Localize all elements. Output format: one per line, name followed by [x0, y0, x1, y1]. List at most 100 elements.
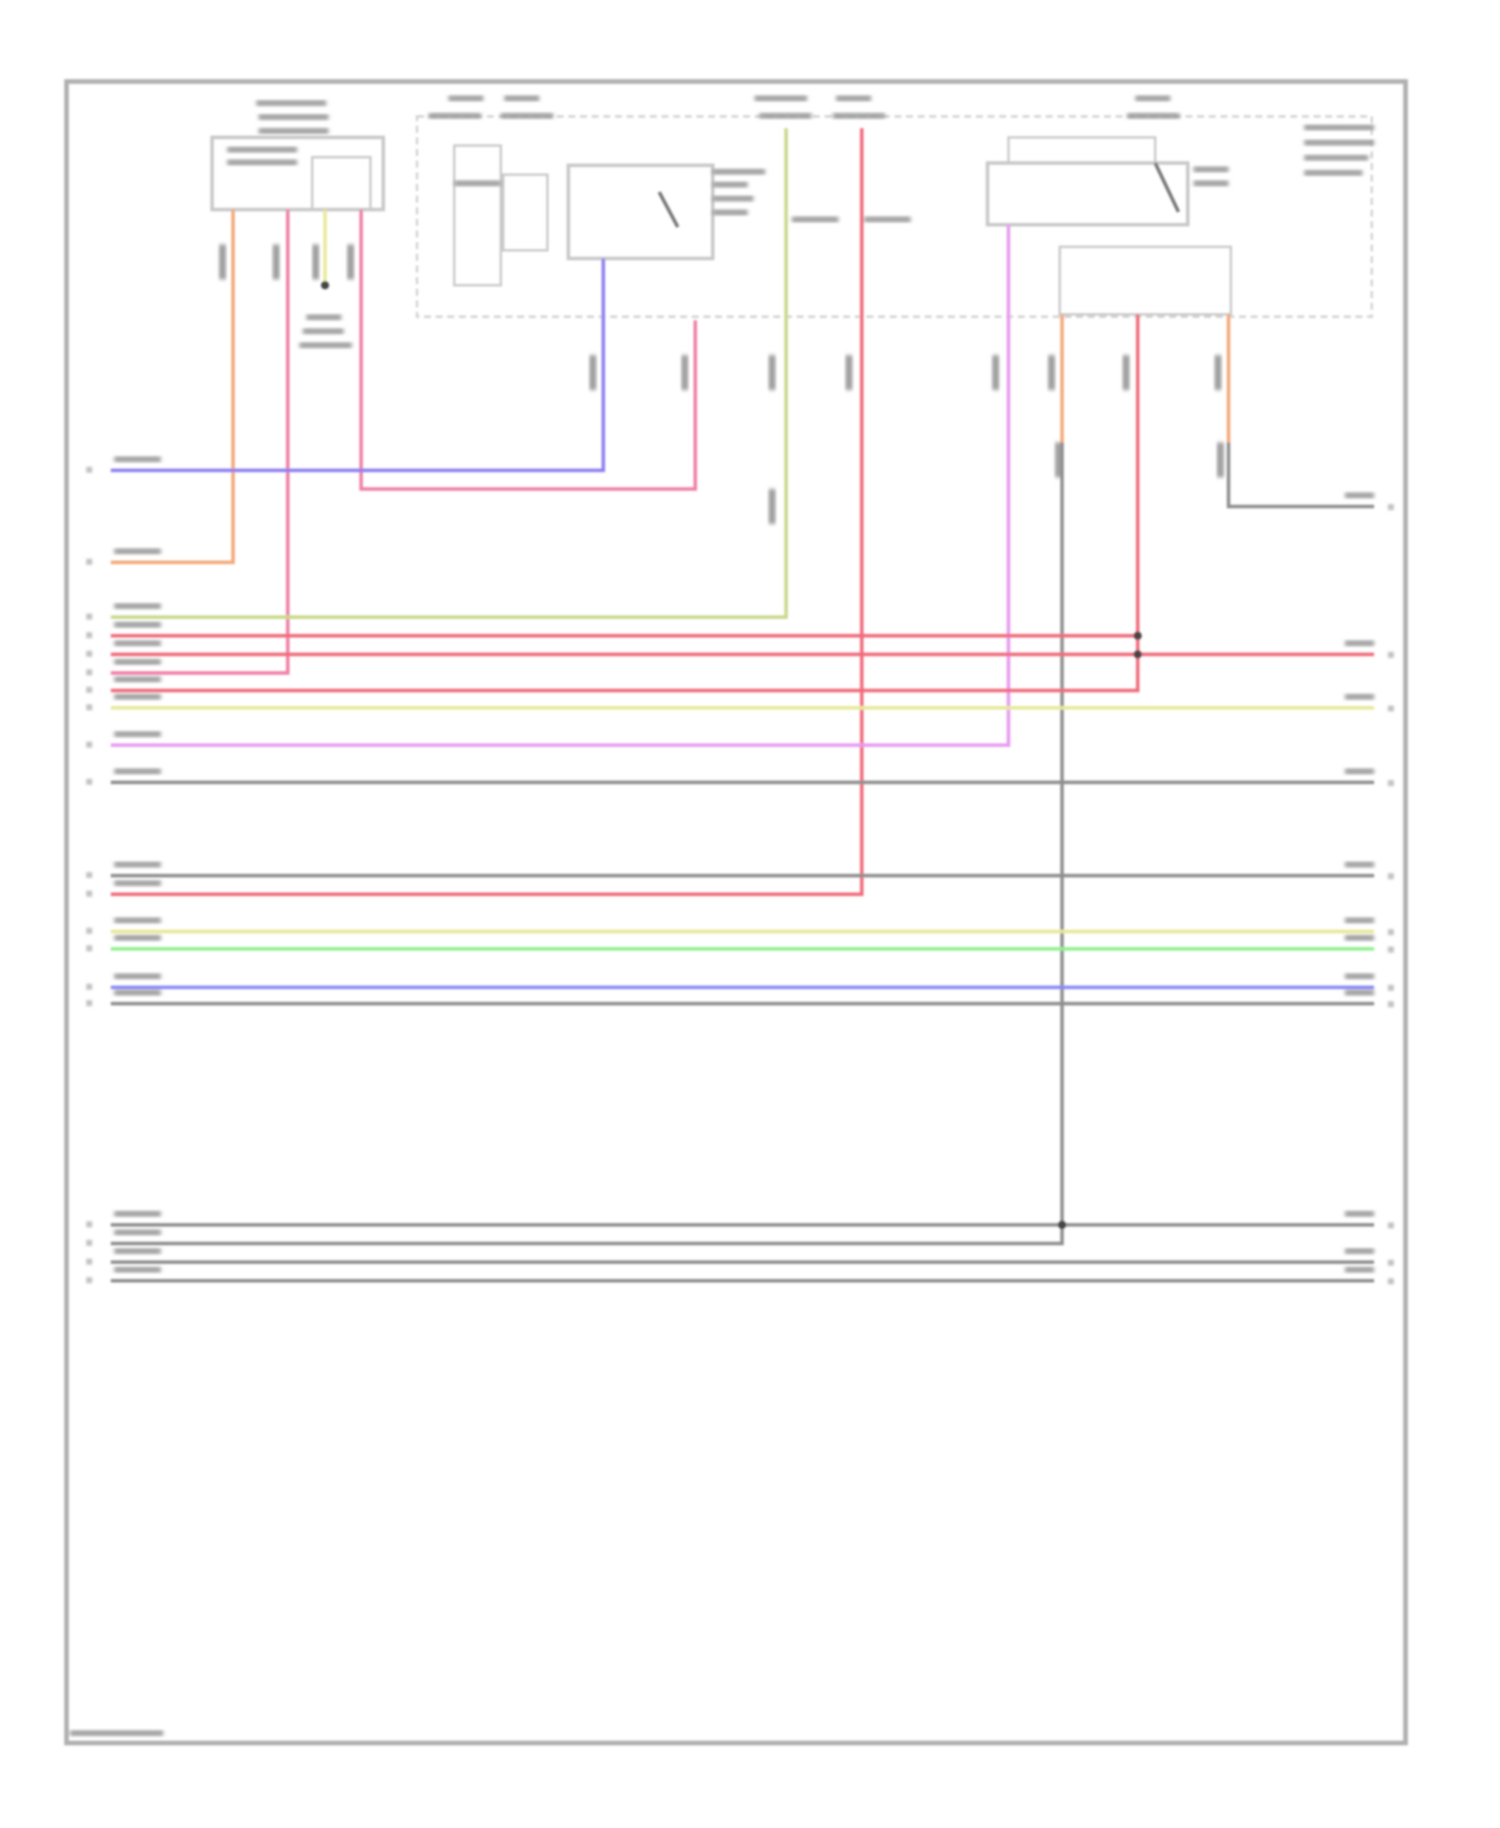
text-label: [227, 159, 298, 166]
text-label: [454, 180, 501, 187]
pin-number: [1388, 873, 1394, 880]
wire-color-label: [114, 731, 161, 738]
text-label: [504, 95, 540, 102]
wire-red: [110, 128, 864, 896]
wire-pink-loop: [359, 209, 698, 491]
text-label: [258, 114, 329, 120]
wire-label: [1048, 355, 1056, 391]
wire-label: [768, 489, 776, 524]
wire-color-label: [114, 1229, 161, 1236]
wire-color-label: [1344, 934, 1375, 941]
pin-number: [86, 741, 93, 748]
pin-number: [1388, 1278, 1394, 1285]
wire-label: [681, 355, 689, 391]
pin-number: [86, 1000, 93, 1006]
pin-number: [86, 1258, 93, 1265]
pin-number: [86, 983, 93, 990]
text-label: [791, 216, 839, 223]
text-label: [712, 195, 754, 202]
wire-yellow-green: [110, 128, 788, 619]
text-label: [1304, 139, 1375, 146]
pin-number: [1388, 929, 1394, 935]
wire-gray-far: [1226, 442, 1375, 509]
text-label: [256, 100, 327, 106]
splice-dot: [320, 281, 330, 290]
wire-color-label: [114, 934, 161, 941]
wire-color-label: [114, 1210, 161, 1217]
wire-purple: [110, 258, 606, 473]
text-label: [1127, 112, 1180, 119]
text-label: [712, 168, 766, 175]
pin-number: [1388, 705, 1394, 712]
switch-contact: [657, 191, 680, 228]
pin-number: [86, 686, 93, 693]
wire-color-label: [1344, 917, 1375, 924]
wire-color-label: [114, 880, 161, 887]
pin-number: [86, 778, 93, 785]
pin-number: [86, 650, 93, 657]
pin-number: [86, 1221, 93, 1228]
wire-label: [589, 355, 597, 391]
text-label: [1304, 124, 1375, 131]
pin-number: [1388, 652, 1394, 658]
wire-color-label: [114, 693, 161, 700]
wire-color-label: [114, 456, 161, 463]
left-component-box: [210, 135, 385, 212]
pin-number: [86, 704, 93, 711]
pin-number: [1388, 985, 1394, 991]
wire-label: [272, 244, 280, 280]
wire-label: [347, 244, 355, 280]
wire-violet: [110, 224, 1011, 747]
left-loop: [311, 156, 372, 211]
pin-number: [86, 558, 93, 565]
wire-label: [1055, 442, 1063, 478]
pin-number: [86, 632, 93, 639]
text-label: [227, 146, 298, 153]
text-label: [302, 328, 344, 335]
wire-color-label: [114, 659, 161, 665]
internal-circuit: [453, 144, 502, 287]
text-label: [836, 95, 872, 102]
wire-color-label: [114, 861, 161, 868]
wire-color-label: [114, 768, 161, 775]
wire-color-label: [1344, 861, 1375, 868]
pin-number: [1388, 1259, 1394, 1266]
wire-color-label: [114, 621, 161, 628]
coil-box: [501, 173, 549, 252]
text-label: [299, 342, 352, 349]
wire-label: [1216, 442, 1224, 478]
right-switch-bus: [1058, 245, 1233, 316]
splice-dot: [1133, 631, 1142, 640]
text-label: [500, 112, 554, 119]
wire-color-label: [1344, 693, 1375, 700]
wire-pink: [110, 209, 290, 675]
splice-dot: [1133, 650, 1142, 659]
splice-dot: [1057, 1220, 1067, 1229]
wire-label: [1122, 355, 1130, 391]
wire-label: [1214, 355, 1222, 391]
pin-number: [86, 872, 93, 878]
wire-color-label: [114, 989, 161, 996]
text-label: [1135, 95, 1171, 102]
wire-orange: [110, 209, 235, 565]
right-relay-feed: [1007, 136, 1157, 165]
wire-color-label: [114, 917, 161, 924]
wire-color-label: [114, 676, 161, 683]
pin-number: [1388, 1001, 1394, 1008]
wire-color-label: [1344, 989, 1375, 996]
wire-color-label: [114, 640, 161, 647]
text-label: [1193, 180, 1229, 187]
text-label: [712, 209, 748, 216]
wire-label: [992, 355, 1000, 391]
text-label: [1304, 169, 1363, 176]
wire-color-label: [1344, 1248, 1375, 1254]
text-label: [1193, 166, 1229, 173]
text-label: [759, 112, 812, 119]
switch-contact: [1153, 162, 1181, 213]
wire-color-label: [114, 548, 161, 555]
wire-color-label: [1344, 492, 1375, 499]
text-label: [258, 128, 329, 134]
wire-label: [219, 244, 227, 280]
wire-color-label: [1344, 640, 1375, 647]
